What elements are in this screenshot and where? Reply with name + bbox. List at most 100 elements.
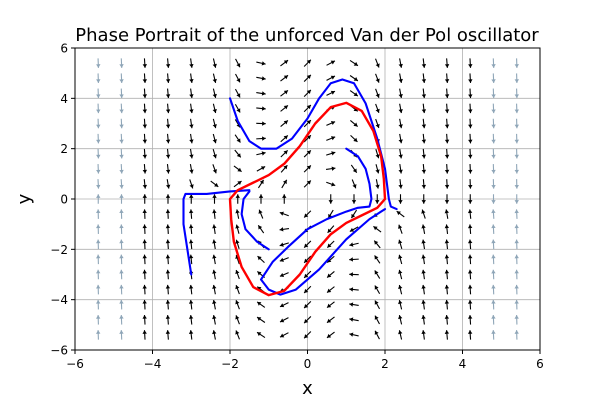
field-arrow-279 <box>421 133 427 144</box>
field-arrow-70 <box>165 133 171 144</box>
field-arrow-74 <box>165 73 171 83</box>
field-arrow-58 <box>165 315 171 325</box>
field-arrow-269 <box>421 284 426 295</box>
field-arrow-326 <box>491 284 496 295</box>
field-arrow-265 <box>398 58 403 68</box>
field-arrow-66 <box>165 194 171 204</box>
field-arrow-157 <box>279 257 289 262</box>
field-arrow-252 <box>398 254 403 265</box>
field-arrow-278 <box>421 148 427 159</box>
field-arrow-172 <box>303 316 312 324</box>
field-arrow-193 <box>326 286 335 294</box>
field-arrow-317 <box>468 133 473 144</box>
field-arrow-217 <box>350 209 358 219</box>
field-arrow-330 <box>491 224 496 234</box>
field-arrow-11 <box>96 164 101 174</box>
field-arrow-275 <box>421 194 426 204</box>
field-arrow-268 <box>421 299 426 310</box>
field-arrow-232 <box>374 270 381 279</box>
field-arrow-244 <box>375 88 380 98</box>
field-arrow-148 <box>256 106 266 111</box>
field-arrow-345 <box>514 284 519 295</box>
field-arrow-21 <box>119 299 124 310</box>
field-arrow-255 <box>396 210 405 218</box>
field-arrow-273 <box>421 224 426 234</box>
field-arrow-85 <box>189 194 194 204</box>
field-arrow-266 <box>421 330 426 340</box>
field-arrow-118 <box>235 269 240 280</box>
field-arrow-26 <box>119 224 124 234</box>
field-arrow-276 <box>421 179 427 189</box>
field-arrow-285 <box>444 330 450 340</box>
field-arrow-332 <box>491 194 496 204</box>
trajectory-0 <box>228 78 398 211</box>
field-arrow-286 <box>444 315 450 325</box>
field-arrow-114 <box>235 330 240 340</box>
field-arrow-144 <box>256 165 266 172</box>
field-arrow-86 <box>189 179 194 189</box>
field-arrow-72 <box>165 103 171 114</box>
field-arrow-64 <box>165 224 171 234</box>
field-arrow-256 <box>398 194 403 204</box>
field-arrow-28 <box>119 194 124 204</box>
field-arrow-35 <box>119 88 124 99</box>
field-arrow-88 <box>189 148 194 159</box>
field-arrow-192 <box>326 301 335 309</box>
x-tick-label-4: 2 <box>381 357 389 371</box>
field-arrow-277 <box>421 164 427 174</box>
field-arrow-117 <box>235 284 240 295</box>
field-arrow-260 <box>398 133 403 144</box>
field-arrow-329 <box>491 239 496 250</box>
field-arrow-89 <box>189 133 194 144</box>
field-arrow-238 <box>375 179 380 189</box>
field-arrow-73 <box>165 88 171 99</box>
field-arrow-125 <box>233 165 242 173</box>
field-arrow-323 <box>491 330 496 340</box>
field-arrow-226 <box>349 75 359 82</box>
field-arrow-227 <box>349 60 359 67</box>
field-arrow-50 <box>142 148 148 159</box>
field-arrow-315 <box>468 164 473 174</box>
field-arrow-24 <box>119 254 124 265</box>
field-arrow-342 <box>514 330 519 340</box>
field-arrow-63 <box>165 239 171 250</box>
field-arrow-288 <box>444 284 450 295</box>
field-arrow-174 <box>303 285 312 294</box>
field-arrow-316 <box>468 148 473 159</box>
field-arrow-4 <box>96 269 101 280</box>
field-arrow-182 <box>303 165 312 173</box>
field-arrow-107 <box>212 148 217 159</box>
field-arrow-51 <box>142 133 148 144</box>
field-arrow-48 <box>142 179 148 189</box>
field-arrow-5 <box>96 254 101 265</box>
y-tick-label-1: −4 <box>50 293 68 307</box>
field-arrow-20 <box>119 315 124 325</box>
field-arrow-305 <box>467 315 473 325</box>
field-arrow-230 <box>374 300 381 310</box>
field-arrow-179 <box>303 210 312 218</box>
field-arrow-132 <box>235 58 241 68</box>
field-arrow-307 <box>467 284 473 295</box>
field-arrow-300 <box>444 103 450 114</box>
field-arrow-216 <box>349 226 359 233</box>
field-arrow-65 <box>165 209 171 219</box>
field-arrow-15 <box>96 103 101 114</box>
field-arrow-153 <box>279 317 289 323</box>
field-arrow-135 <box>256 301 266 308</box>
field-arrow-298 <box>444 133 450 144</box>
field-arrow-36 <box>119 73 124 83</box>
field-arrow-121 <box>235 224 240 234</box>
field-arrow-194 <box>326 271 335 278</box>
field-arrow-359 <box>514 73 519 83</box>
field-arrow-0 <box>96 330 101 340</box>
field-arrow-126 <box>234 149 242 158</box>
field-arrow-81 <box>188 254 194 265</box>
field-arrow-47 <box>142 194 147 204</box>
field-arrow-355 <box>514 133 519 144</box>
field-arrow-321 <box>468 73 473 83</box>
field-arrow-294 <box>444 194 450 204</box>
field-arrow-55 <box>142 73 148 83</box>
field-arrow-302 <box>444 73 450 83</box>
field-arrow-351 <box>514 194 519 204</box>
